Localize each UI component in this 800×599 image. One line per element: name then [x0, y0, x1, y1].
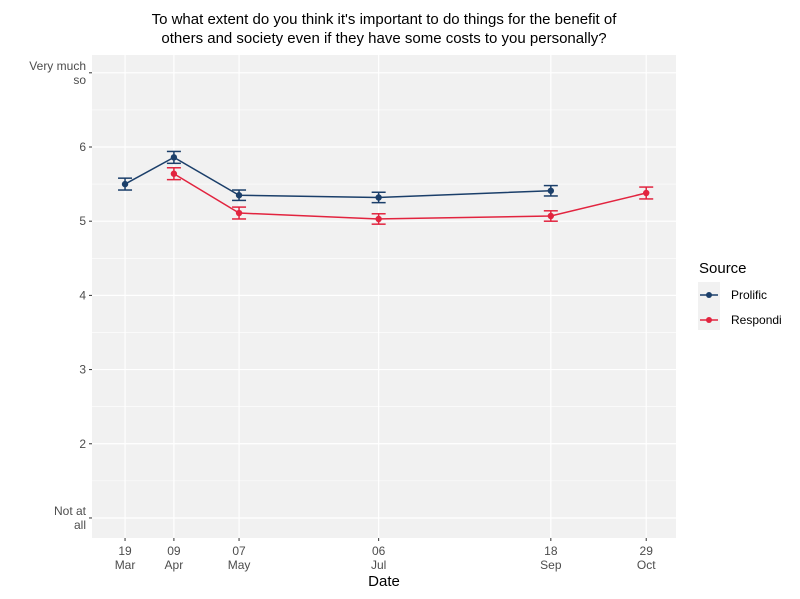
series-respondi: [166, 167, 654, 225]
legend-key-point: [706, 317, 712, 323]
plot-panel: [92, 55, 676, 538]
y-tick-label: 4: [79, 288, 86, 302]
x-tick-label-day: 09: [167, 544, 181, 558]
y-tick-label: Very much: [29, 59, 86, 73]
y-tick-label: 6: [79, 140, 86, 154]
y-tick-label: Not at: [54, 504, 87, 518]
legend-label: Prolific: [731, 288, 767, 302]
y-tick-label: all: [74, 518, 86, 532]
legend-title: Source: [699, 260, 747, 277]
data-point: [547, 187, 555, 194]
series-layer: [118, 150, 654, 225]
legend-item-prolific: Prolific: [700, 288, 767, 302]
data-point: [375, 194, 382, 201]
x-tick-label-month: Jul: [371, 558, 386, 572]
series-prolific: [118, 150, 558, 204]
data-point: [121, 180, 129, 188]
y-tick-label: 3: [79, 363, 86, 377]
y-tick-label: 2: [79, 437, 86, 451]
x-tick-label-month: Sep: [540, 558, 562, 572]
legend-label: Respondi: [731, 313, 782, 327]
legend: Source Prolific Respondi: [698, 260, 782, 330]
chart-title-line-1: To what extent do you think it's importa…: [152, 11, 618, 28]
data-point: [235, 209, 243, 217]
data-point: [235, 192, 243, 199]
x-axis-title: Date: [368, 573, 400, 590]
x-tick-label-day: 19: [118, 544, 132, 558]
x-tick-label-day: 18: [544, 544, 558, 558]
x-tick-label-month: Mar: [115, 558, 136, 572]
legend-key-point: [706, 292, 712, 298]
legend-key-background: [698, 282, 720, 330]
x-tick-label-day: 06: [372, 544, 386, 558]
x-tick-label-month: Apr: [165, 558, 184, 572]
x-tick-label-month: May: [228, 558, 251, 572]
data-point: [547, 212, 555, 220]
chart-title-line-2: others and society even if they have som…: [161, 30, 606, 47]
gridlines: [92, 55, 676, 538]
data-point: [170, 170, 178, 177]
x-tick-label-day: 07: [232, 544, 246, 558]
data-point: [643, 189, 650, 197]
x-tick-label-month: Oct: [637, 558, 656, 572]
y-tick-label: so: [73, 73, 86, 87]
data-point: [170, 154, 178, 161]
data-point: [375, 215, 382, 223]
x-tick-label-day: 29: [640, 544, 654, 558]
y-tick-label: 5: [79, 214, 86, 228]
chart-title: To what extent do you think it's importa…: [152, 11, 618, 47]
legend-item-respondi: Respondi: [700, 313, 782, 327]
